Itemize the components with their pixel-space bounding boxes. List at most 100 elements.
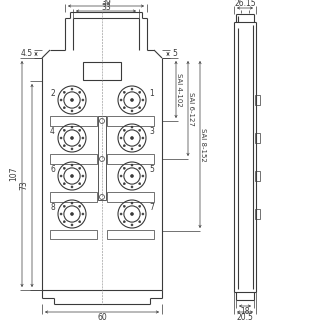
Bar <box>107 116 154 126</box>
Circle shape <box>63 145 65 147</box>
Circle shape <box>79 145 81 147</box>
Circle shape <box>131 126 133 128</box>
Circle shape <box>142 175 144 177</box>
Circle shape <box>139 167 141 169</box>
Circle shape <box>79 167 81 169</box>
Circle shape <box>70 137 74 140</box>
Text: 73: 73 <box>20 180 28 190</box>
Circle shape <box>123 205 125 207</box>
Circle shape <box>70 212 74 215</box>
Text: 5: 5 <box>149 165 154 174</box>
Bar <box>107 230 154 239</box>
Circle shape <box>131 164 133 166</box>
Circle shape <box>123 129 125 131</box>
Text: 4: 4 <box>50 127 55 136</box>
Circle shape <box>120 137 122 139</box>
Text: 107: 107 <box>10 167 19 181</box>
Text: 18: 18 <box>240 307 250 316</box>
Text: 33: 33 <box>101 3 111 12</box>
Circle shape <box>63 183 65 185</box>
Bar <box>107 154 154 164</box>
Circle shape <box>120 99 122 101</box>
Circle shape <box>71 224 73 226</box>
Circle shape <box>131 212 133 215</box>
Bar <box>255 133 260 143</box>
Circle shape <box>123 91 125 93</box>
Circle shape <box>70 174 74 178</box>
Bar <box>50 116 97 126</box>
Text: 4.5: 4.5 <box>21 50 33 59</box>
Circle shape <box>123 167 125 169</box>
Bar <box>50 192 97 202</box>
Circle shape <box>123 145 125 147</box>
Bar <box>255 209 260 219</box>
Text: 7: 7 <box>149 203 154 212</box>
Circle shape <box>63 129 65 131</box>
Circle shape <box>139 221 141 223</box>
Circle shape <box>131 202 133 204</box>
Circle shape <box>71 186 73 188</box>
Circle shape <box>71 88 73 90</box>
Text: 1: 1 <box>149 89 154 98</box>
Circle shape <box>131 224 133 226</box>
Circle shape <box>131 186 133 188</box>
Circle shape <box>82 99 84 101</box>
Circle shape <box>79 183 81 185</box>
Circle shape <box>139 91 141 93</box>
Circle shape <box>71 126 73 128</box>
Circle shape <box>139 145 141 147</box>
Text: SAI 4-102: SAI 4-102 <box>176 73 182 106</box>
Circle shape <box>131 174 133 178</box>
Circle shape <box>142 213 144 215</box>
Circle shape <box>79 221 81 223</box>
Text: 2: 2 <box>50 89 55 98</box>
Circle shape <box>139 183 141 185</box>
Text: 26.15: 26.15 <box>234 0 256 9</box>
Circle shape <box>63 91 65 93</box>
Circle shape <box>82 137 84 139</box>
Circle shape <box>79 205 81 207</box>
Circle shape <box>63 107 65 109</box>
Circle shape <box>142 99 144 101</box>
Circle shape <box>131 99 133 101</box>
Circle shape <box>142 137 144 139</box>
Text: 5: 5 <box>172 50 177 59</box>
Circle shape <box>123 107 125 109</box>
Circle shape <box>131 110 133 112</box>
Circle shape <box>131 88 133 90</box>
Circle shape <box>79 107 81 109</box>
Circle shape <box>71 164 73 166</box>
Circle shape <box>131 137 133 140</box>
Circle shape <box>63 167 65 169</box>
Circle shape <box>60 175 62 177</box>
Circle shape <box>70 99 74 101</box>
Text: SAI 8-152: SAI 8-152 <box>200 128 206 161</box>
Text: SAI 6-127: SAI 6-127 <box>188 92 194 125</box>
Bar <box>255 171 260 181</box>
Text: 6: 6 <box>50 165 55 174</box>
Circle shape <box>139 205 141 207</box>
Circle shape <box>71 148 73 150</box>
Text: 3: 3 <box>149 127 154 136</box>
Circle shape <box>60 213 62 215</box>
Text: 8: 8 <box>50 203 55 212</box>
Circle shape <box>139 129 141 131</box>
Circle shape <box>82 213 84 215</box>
Bar <box>98 116 106 200</box>
Bar <box>50 230 97 239</box>
Circle shape <box>60 137 62 139</box>
Circle shape <box>82 175 84 177</box>
Bar <box>50 154 97 164</box>
Text: 39: 39 <box>101 0 111 7</box>
Circle shape <box>131 148 133 150</box>
Bar <box>83 62 121 80</box>
Bar <box>255 95 260 105</box>
Bar <box>107 192 154 202</box>
Circle shape <box>63 205 65 207</box>
Circle shape <box>120 213 122 215</box>
Circle shape <box>139 107 141 109</box>
Circle shape <box>71 110 73 112</box>
Text: 20.5: 20.5 <box>236 313 253 320</box>
Circle shape <box>120 175 122 177</box>
Text: 60: 60 <box>97 313 107 320</box>
